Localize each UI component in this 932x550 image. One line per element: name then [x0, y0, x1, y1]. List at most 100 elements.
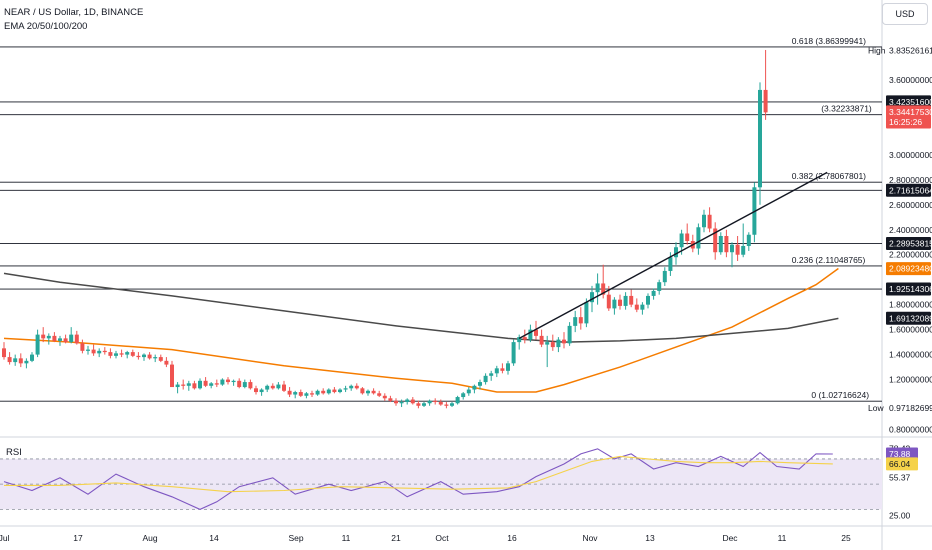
price-tick-label: 3.00000000	[889, 150, 932, 160]
price-tick-label: 1.20000000	[889, 375, 932, 385]
candle-body	[214, 383, 219, 385]
candle-body	[394, 400, 398, 404]
price-tick-label: 0.80000000	[889, 425, 932, 435]
candle-body	[517, 337, 522, 343]
price-marker-label: 1.92514306	[889, 284, 932, 294]
candle-body	[114, 353, 118, 356]
candle-body	[466, 389, 471, 394]
rsi-value-box	[886, 457, 918, 471]
candle-body	[450, 403, 454, 406]
candle-body	[646, 295, 650, 305]
candle-body	[35, 334, 40, 355]
candle-body	[80, 343, 85, 351]
candle-body	[634, 304, 639, 310]
candle-body	[231, 380, 236, 383]
price-tick-label: 2.20000000	[889, 250, 932, 260]
price-marker-box	[886, 95, 931, 109]
candle-body	[13, 358, 18, 363]
candle-body	[506, 363, 510, 371]
candle-body	[58, 338, 62, 341]
rsi-value-box	[886, 447, 918, 461]
indicator-label: EMA 20/50/100/200	[4, 21, 88, 32]
candle-body	[444, 404, 449, 406]
candle-body	[741, 245, 746, 255]
trendline	[518, 171, 828, 339]
candle-body	[410, 399, 415, 404]
candle-body	[97, 350, 102, 354]
candle-body	[657, 282, 662, 291]
candle-body	[7, 357, 12, 363]
candle-body	[461, 393, 466, 398]
candle-body	[158, 357, 163, 361]
price-marker-box	[886, 282, 931, 296]
time-tick-label: Jul	[0, 533, 10, 543]
candle-body	[545, 342, 550, 345]
candle-body	[562, 339, 566, 344]
candle-body	[254, 388, 258, 393]
fib-level-label: (3.32233871)	[821, 104, 872, 114]
candle-body	[147, 354, 152, 359]
candle-body	[595, 283, 600, 293]
candle-body	[735, 244, 740, 255]
candle-body	[108, 352, 113, 356]
price-marker-label: 3.34417530	[889, 107, 932, 117]
candle-body	[74, 334, 79, 344]
time-tick-label: 13	[645, 533, 655, 543]
candle-body	[304, 393, 309, 396]
candle-body	[91, 349, 96, 354]
candle-body	[707, 214, 712, 229]
candle-body	[388, 398, 393, 401]
candle-body	[427, 400, 432, 404]
low-label: Low	[868, 403, 884, 413]
candle-body	[102, 350, 107, 353]
price-marker-box	[886, 183, 931, 197]
candle-body	[578, 317, 583, 324]
time-tick-label: Oct	[435, 533, 449, 543]
price-marker-label: 1.69132089	[889, 313, 932, 323]
candle-body	[338, 389, 342, 393]
candle-body	[472, 385, 477, 390]
candle-body	[416, 403, 421, 406]
candle-body	[164, 360, 169, 365]
price-marker-label: 0.97182699	[889, 403, 932, 413]
candle-body	[422, 403, 426, 406]
candle-body	[293, 392, 298, 395]
candle-body	[226, 379, 230, 383]
candle-body	[539, 335, 544, 345]
candle-body	[192, 383, 197, 389]
candle-body	[522, 337, 527, 340]
time-tick-label: Sep	[288, 533, 303, 543]
candle-body	[276, 384, 281, 389]
currency-button[interactable]: USD	[882, 3, 928, 25]
price-marker-label: 16:25:26	[889, 117, 922, 127]
candle-body	[399, 402, 404, 404]
candle-body	[455, 397, 460, 404]
candle-body	[220, 379, 225, 385]
candle-body	[332, 389, 337, 393]
candle-body	[203, 380, 208, 386]
candle-body	[310, 393, 314, 395]
candle-body	[679, 233, 684, 248]
candle-body	[590, 292, 594, 303]
rsi-tick-label: 66.04	[889, 459, 911, 469]
price-marker-label: 2.71615064	[889, 185, 932, 195]
candle-body	[724, 235, 729, 253]
candle-body	[567, 325, 572, 344]
candle-body	[550, 342, 555, 348]
candle-body	[18, 358, 23, 364]
candle-body	[623, 295, 628, 306]
time-tick-label: 14	[209, 533, 219, 543]
candle-body	[556, 339, 561, 348]
candle-body	[696, 227, 701, 249]
candle-body	[433, 400, 438, 403]
candle-body	[511, 342, 516, 364]
candle-body	[489, 373, 494, 376]
candle-body	[685, 233, 690, 241]
price-marker-box	[886, 311, 931, 325]
time-tick-label: 16	[507, 533, 517, 543]
time-tick-label: Aug	[142, 533, 157, 543]
candle-body	[242, 382, 247, 388]
time-tick-label: Nov	[582, 533, 598, 543]
